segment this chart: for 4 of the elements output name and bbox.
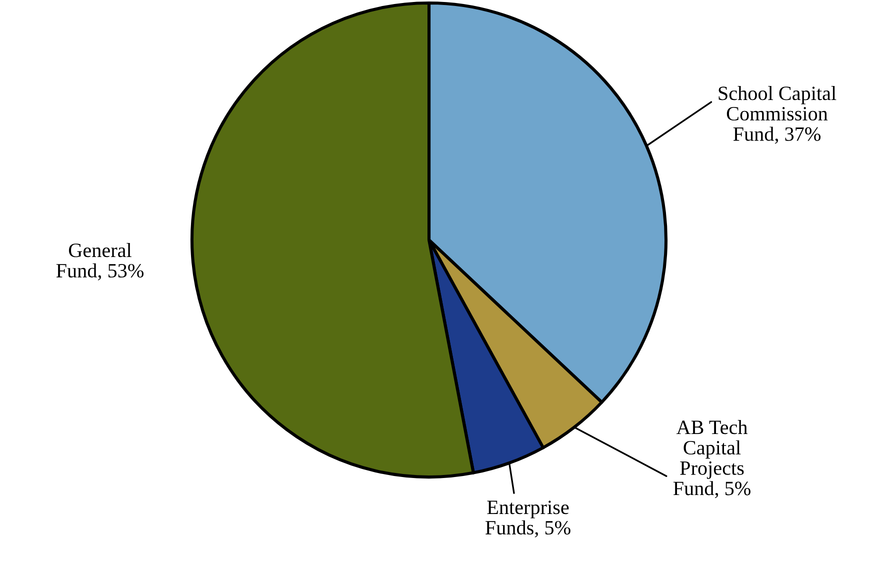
slice-label: General Fund, 53% [56,243,144,280]
slice-label: Enterprise Funds, 5% [486,500,570,538]
slice-label: School Capital Commission Fund, 37% [718,86,836,144]
slice-label: AB Tech Capital Projects Fund, 5% [673,420,750,498]
